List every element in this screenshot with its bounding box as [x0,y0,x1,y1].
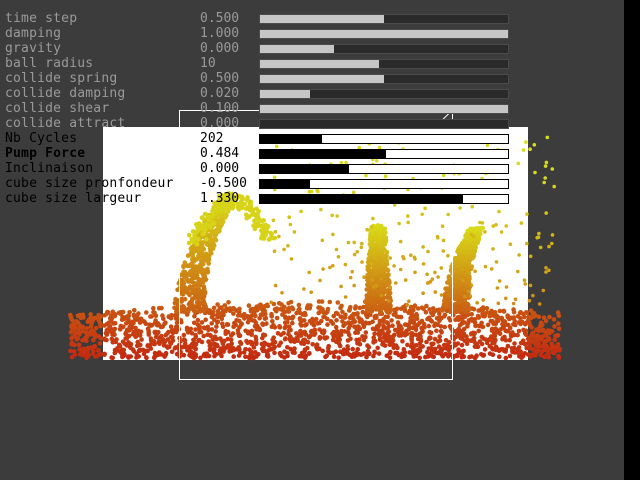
param-label: cube size largeur [5,191,142,206]
param-label: Pump Force [5,146,86,161]
param-value: 1.330 [200,191,240,206]
parameter-panel: time step 0.500 damping 1.000 gravity 0.… [5,11,525,206]
param-label: collide attract [5,116,126,131]
param-label: gravity [5,41,62,56]
param-slider-fill [260,150,387,158]
param-value: 0.000 [200,41,240,56]
param-value: 1.000 [200,26,240,41]
param-slider-fill [260,105,508,113]
param-slider-fill [260,180,310,188]
param-row-3: ball radius 10 [5,56,525,71]
param-label: cube size pronfondeur [5,176,174,191]
param-slider[interactable] [259,179,509,189]
param-slider[interactable] [259,134,509,144]
param-label: ball radius [5,56,94,71]
param-value: -0.500 [200,176,247,191]
param-slider[interactable] [259,44,509,54]
param-slider-fill [260,15,384,23]
param-slider-fill [260,135,322,143]
param-row-10: Inclinaison 0.000 [5,161,525,176]
param-slider-fill [260,30,508,38]
param-value: 0.500 [200,11,240,26]
param-row-1: damping 1.000 [5,26,525,41]
param-slider[interactable] [259,89,509,99]
param-label: Nb Cycles [5,131,78,146]
param-slider-fill [260,90,310,98]
param-slider[interactable] [259,164,509,174]
param-row-12: cube size largeur 1.330 [5,191,525,206]
param-row-0: time step 0.500 [5,11,525,26]
param-slider[interactable] [259,29,509,39]
param-row-6: collide shear 0.100 [5,101,525,116]
param-label: collide damping [5,86,126,101]
param-slider[interactable] [259,104,509,114]
window-edge-strip [624,0,640,480]
param-value: 0.500 [200,71,240,86]
param-label: collide shear [5,101,110,116]
param-slider[interactable] [259,59,509,69]
param-label: Inclinaison [5,161,94,176]
param-value: 0.020 [200,86,240,101]
param-value: 202 [200,131,224,146]
param-value: 0.484 [200,146,240,161]
param-label: collide spring [5,71,118,86]
param-slider-fill [260,45,335,53]
param-label: damping [5,26,62,41]
param-slider-fill [260,75,384,83]
param-row-4: collide spring 0.500 [5,71,525,86]
param-slider[interactable] [259,194,509,204]
param-slider[interactable] [259,74,509,84]
param-slider-fill [260,195,464,203]
param-value: 0.000 [200,161,240,176]
param-value: 0.100 [200,101,240,116]
param-row-11: cube size pronfondeur -0.500 [5,176,525,191]
param-slider-fill [260,60,380,68]
param-slider[interactable] [259,14,509,24]
param-row-2: gravity 0.000 [5,41,525,56]
param-slider-fill [260,165,350,173]
param-value: 10 [200,56,216,71]
param-slider[interactable] [259,149,509,159]
param-value: 0.000 [200,116,240,131]
param-slider[interactable] [259,119,509,129]
param-row-9: Pump Force 0.484 [5,146,525,161]
param-row-5: collide damping 0.020 [5,86,525,101]
param-label: time step [5,11,78,26]
param-row-8: Nb Cycles 202 [5,131,525,146]
param-row-7: collide attract 0.000 [5,116,525,131]
